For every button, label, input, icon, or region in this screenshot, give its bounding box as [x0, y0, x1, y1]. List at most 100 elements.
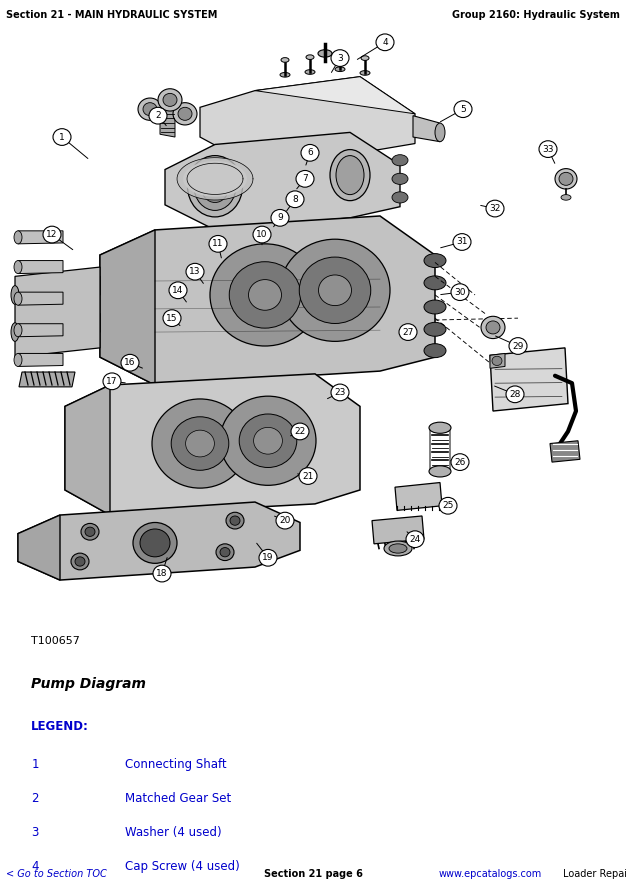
Text: Group 2160: Hydraulic System: Group 2160: Hydraulic System [452, 10, 620, 20]
Text: 25: 25 [443, 501, 454, 510]
Circle shape [173, 102, 197, 125]
Circle shape [299, 468, 317, 485]
Ellipse shape [336, 52, 344, 57]
Text: 1: 1 [31, 757, 39, 771]
Text: 22: 22 [294, 427, 305, 436]
Ellipse shape [389, 544, 407, 553]
Circle shape [226, 512, 244, 529]
Circle shape [53, 129, 71, 146]
Polygon shape [193, 166, 237, 191]
Circle shape [186, 263, 204, 280]
Ellipse shape [14, 292, 22, 305]
Ellipse shape [392, 173, 408, 184]
Text: 27: 27 [403, 327, 414, 337]
Circle shape [399, 324, 417, 340]
Text: 10: 10 [256, 230, 268, 239]
Circle shape [43, 226, 61, 243]
Ellipse shape [424, 276, 446, 290]
Ellipse shape [14, 231, 22, 244]
Ellipse shape [336, 156, 364, 195]
Circle shape [143, 102, 157, 116]
Ellipse shape [424, 300, 446, 314]
Text: 18: 18 [156, 569, 168, 578]
Circle shape [280, 239, 390, 341]
Circle shape [230, 516, 240, 525]
Polygon shape [165, 132, 400, 230]
Ellipse shape [280, 73, 290, 77]
Ellipse shape [424, 323, 446, 336]
Polygon shape [19, 372, 75, 387]
Circle shape [138, 98, 162, 120]
Text: 16: 16 [124, 358, 136, 367]
Polygon shape [18, 354, 63, 366]
Polygon shape [183, 161, 247, 196]
Circle shape [454, 100, 472, 117]
Circle shape [301, 145, 319, 161]
Polygon shape [413, 116, 440, 141]
Text: www.epcatalogs.com: www.epcatalogs.com [438, 869, 541, 879]
Polygon shape [490, 354, 505, 368]
Text: 1: 1 [59, 132, 65, 141]
Circle shape [406, 531, 424, 548]
Circle shape [171, 417, 228, 470]
Circle shape [75, 557, 85, 566]
Text: 12: 12 [46, 230, 58, 239]
Circle shape [121, 355, 139, 371]
Ellipse shape [194, 162, 236, 211]
Ellipse shape [188, 156, 242, 217]
Circle shape [209, 236, 227, 252]
Circle shape [158, 89, 182, 111]
Ellipse shape [11, 285, 19, 304]
Polygon shape [100, 216, 435, 385]
Text: < Go to Section TOC: < Go to Section TOC [6, 869, 107, 879]
Circle shape [163, 93, 177, 107]
Circle shape [249, 280, 282, 310]
Polygon shape [187, 164, 243, 195]
Ellipse shape [435, 123, 445, 141]
Ellipse shape [330, 149, 370, 201]
Circle shape [271, 210, 289, 226]
Ellipse shape [11, 323, 19, 341]
Circle shape [509, 338, 527, 355]
Circle shape [220, 396, 316, 485]
Text: 23: 23 [334, 388, 346, 397]
Ellipse shape [360, 70, 370, 76]
Text: 4: 4 [382, 38, 388, 47]
Circle shape [81, 524, 99, 541]
Ellipse shape [561, 195, 571, 200]
Circle shape [451, 453, 469, 470]
Circle shape [253, 226, 271, 243]
Text: 13: 13 [189, 268, 201, 276]
Text: 3: 3 [337, 53, 343, 62]
Circle shape [286, 191, 304, 208]
Text: 17: 17 [106, 377, 118, 386]
Polygon shape [15, 267, 100, 357]
Polygon shape [100, 230, 155, 385]
Text: T100657: T100657 [31, 637, 80, 646]
Text: Pump Diagram: Pump Diagram [31, 677, 146, 691]
Text: 3: 3 [31, 826, 39, 839]
Text: 32: 32 [490, 204, 501, 213]
Polygon shape [143, 107, 190, 119]
Polygon shape [18, 292, 63, 305]
Polygon shape [18, 515, 60, 580]
Circle shape [140, 529, 170, 557]
Polygon shape [490, 348, 568, 411]
Text: Matched Gear Set: Matched Gear Set [125, 792, 232, 805]
Circle shape [481, 316, 505, 339]
Text: Loader Repair: Loader Repair [563, 869, 626, 879]
Circle shape [229, 261, 300, 328]
Circle shape [71, 553, 89, 570]
Ellipse shape [424, 344, 446, 357]
Text: 7: 7 [302, 174, 308, 183]
Text: 29: 29 [512, 341, 524, 350]
Text: 21: 21 [302, 471, 314, 481]
Ellipse shape [392, 155, 408, 166]
Ellipse shape [429, 466, 451, 477]
Text: 15: 15 [167, 314, 178, 323]
Text: 31: 31 [456, 237, 468, 246]
Text: 20: 20 [279, 517, 290, 525]
Circle shape [451, 284, 469, 300]
Text: Connecting Shaft: Connecting Shaft [125, 757, 227, 771]
Polygon shape [15, 276, 100, 304]
